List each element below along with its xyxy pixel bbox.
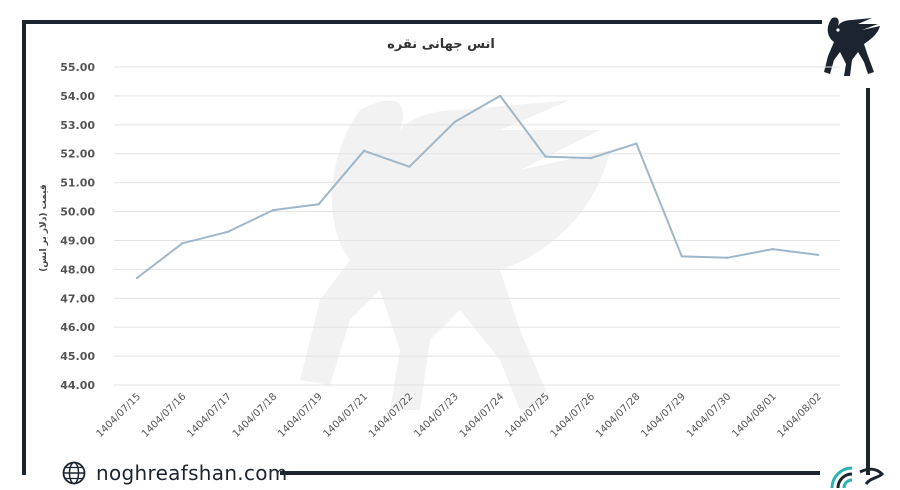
x-tick-label: 1404/07/16	[140, 391, 189, 440]
x-tick-label: 1404/07/22	[367, 391, 416, 440]
x-tick-label: 1404/07/15	[95, 391, 144, 440]
data-point	[589, 156, 593, 160]
x-tick-label: 1404/07/24	[458, 391, 507, 440]
x-tick-label: 1404/07/19	[276, 391, 325, 440]
y-tick-label: 51.00	[60, 177, 95, 190]
website-url[interactable]: noghreafshan.com	[96, 461, 288, 485]
data-point	[680, 255, 683, 258]
data-point	[453, 120, 456, 124]
data-point	[226, 230, 229, 233]
data-point	[771, 247, 774, 251]
y-tick-label: 55.00	[60, 61, 95, 74]
x-tick-label: 1404/08/02	[776, 391, 825, 440]
data-point	[635, 142, 638, 145]
data-point	[135, 276, 139, 280]
x-axis-ticks: 1404/07/151404/07/161404/07/171404/07/18…	[95, 391, 825, 440]
x-tick-label: 1404/07/30	[685, 391, 734, 440]
watermark-logo	[300, 100, 610, 410]
y-tick-label: 50.00	[60, 206, 95, 219]
x-tick-label: 1404/07/21	[322, 391, 371, 440]
x-tick-label: 1404/07/26	[549, 391, 598, 440]
x-tick-label: 1404/07/29	[639, 391, 688, 440]
globe-icon	[62, 461, 86, 485]
frame-bottom-border	[280, 471, 820, 475]
y-tick-label: 49.00	[60, 234, 95, 247]
chart-title: انس جهانی نقره	[387, 37, 495, 52]
y-tick-label: 47.00	[60, 292, 95, 305]
data-point	[499, 94, 502, 98]
winged-goat-logo-icon	[824, 17, 880, 76]
frame-top-border	[22, 20, 822, 24]
frame-left-border	[22, 20, 26, 475]
data-point	[181, 242, 184, 245]
signal-wave-icon	[830, 466, 885, 489]
x-tick-label: 1404/08/01	[730, 391, 779, 440]
x-tick-label: 1404/07/18	[231, 391, 280, 440]
y-tick-label: 44.00	[60, 379, 95, 392]
y-tick-label: 45.00	[60, 350, 95, 363]
data-point	[408, 165, 411, 168]
y-tick-label: 48.00	[60, 263, 95, 276]
footer: noghreafshan.com	[62, 460, 288, 486]
y-tick-label: 52.00	[60, 148, 95, 161]
frame-right-border	[866, 88, 870, 475]
y-tick-label: 53.00	[60, 119, 95, 132]
data-point	[317, 203, 320, 206]
y-tick-label: 46.00	[60, 321, 95, 334]
y-axis-label: قیمت (دلار بر انس)	[39, 184, 49, 272]
grid-lines	[114, 66, 840, 386]
y-axis-ticks: 44.00 45.00 46.00 47.00 48.00 49.00 50.00 51.00…	[60, 61, 95, 392]
series-group	[135, 94, 820, 280]
series-line	[136, 94, 819, 279]
data-point	[726, 256, 729, 259]
x-tick-label: 1404/07/17	[185, 391, 234, 440]
data-point	[272, 208, 275, 212]
data-point	[362, 149, 366, 153]
data-point	[544, 155, 547, 158]
x-tick-label: 1404/07/28	[594, 391, 643, 440]
y-tick-label: 54.00	[60, 90, 95, 103]
data-point	[816, 253, 820, 257]
